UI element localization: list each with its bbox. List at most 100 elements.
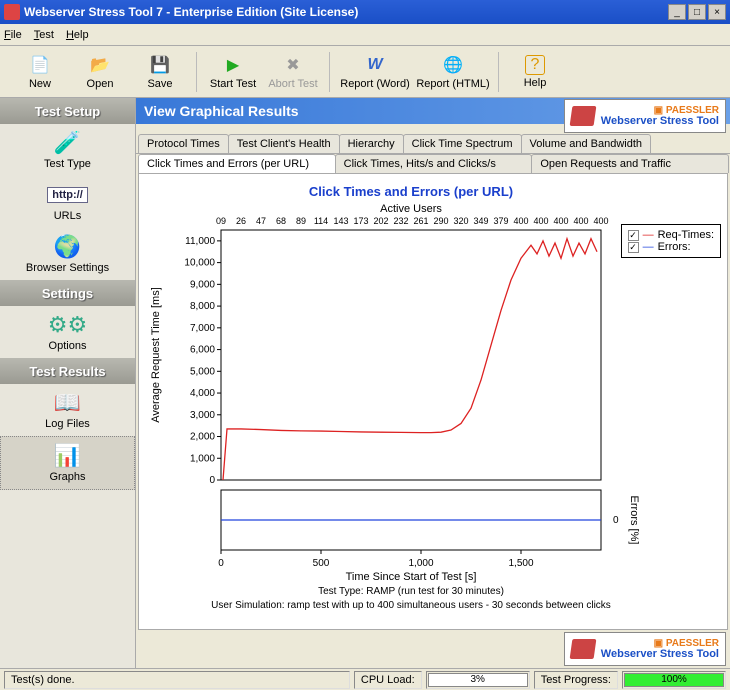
play-icon: ▶ <box>222 54 244 76</box>
legend: ✓—Req-Times: ✓—Errors: <box>621 224 721 258</box>
sidebar-item-browser-settings[interactable]: 🌍 Browser Settings <box>0 228 135 280</box>
report-word-button[interactable]: WReport (Word) <box>336 49 414 95</box>
sidebar-item-graphs[interactable]: 📊 Graphs <box>0 436 135 490</box>
sidebar-header-settings: Settings <box>0 280 135 306</box>
sidebar-item-test-type[interactable]: 🧪 Test Type <box>0 124 135 176</box>
legend-err[interactable]: ✓—Errors: <box>628 241 714 253</box>
svg-text:Average Request Time [ms]: Average Request Time [ms] <box>150 287 162 423</box>
menu-help[interactable]: Help <box>66 29 89 41</box>
new-icon: 📄 <box>29 54 51 76</box>
svg-text:User Simulation: ramp test wit: User Simulation: ramp test with up to 40… <box>211 600 611 611</box>
minimize-button[interactable]: _ <box>668 4 686 20</box>
graphs-icon: 📊 <box>50 441 86 471</box>
menu-file[interactable]: File <box>4 29 22 41</box>
tab-click-times-hits[interactable]: Click Times, Hits/s and Clicks/s <box>335 154 533 173</box>
stop-icon: ✖ <box>282 54 304 76</box>
new-button[interactable]: 📄New <box>10 49 70 95</box>
svg-text:10,000: 10,000 <box>184 258 215 269</box>
cpu-load-bar: 3% <box>426 671 530 689</box>
sidebar: Test Setup 🧪 Test Type http:// URLs 🌍 Br… <box>0 98 136 668</box>
html-icon: 🌐 <box>442 54 464 76</box>
svg-text:2,000: 2,000 <box>190 432 215 443</box>
svg-text:232: 232 <box>393 216 408 226</box>
start-test-button[interactable]: ▶Start Test <box>203 49 263 95</box>
tab-row-1: Protocol Times Test Client's Health Hier… <box>136 134 730 154</box>
svg-text:09: 09 <box>216 216 226 226</box>
svg-text:Click Times and Errors (per UR: Click Times and Errors (per URL) <box>309 184 513 199</box>
tab-volume-bandwidth[interactable]: Volume and Bandwidth <box>521 134 652 153</box>
svg-text:Time Since Start of Test [s]: Time Since Start of Test [s] <box>346 571 477 583</box>
svg-text:290: 290 <box>433 216 448 226</box>
svg-text:7,000: 7,000 <box>190 323 215 334</box>
help-button[interactable]: ?Help <box>505 49 565 95</box>
abort-test-button[interactable]: ✖Abort Test <box>263 49 323 95</box>
tab-open-requests[interactable]: Open Requests and Traffic <box>531 154 729 173</box>
open-button[interactable]: 📂Open <box>70 49 130 95</box>
sidebar-item-options[interactable]: ⚙⚙ Options <box>0 306 135 358</box>
svg-text:320: 320 <box>453 216 468 226</box>
close-button[interactable]: × <box>708 4 726 20</box>
svg-text:3,000: 3,000 <box>190 410 215 421</box>
statusbar: Test(s) done. CPU Load: 3% Test Progress… <box>0 668 730 690</box>
svg-text:Test Type: RAMP (run test for: Test Type: RAMP (run test for 30 minutes… <box>318 586 504 597</box>
sidebar-item-log-files[interactable]: 📖 Log Files <box>0 384 135 436</box>
menu-test[interactable]: Test <box>34 29 54 41</box>
sidebar-item-urls[interactable]: http:// URLs <box>0 176 135 228</box>
tab-test-client-health[interactable]: Test Client's Health <box>228 134 340 153</box>
svg-text:6,000: 6,000 <box>190 345 215 356</box>
urls-icon: http:// <box>50 180 86 210</box>
test-type-icon: 🧪 <box>50 128 86 158</box>
legend-req[interactable]: ✓—Req-Times: <box>628 229 714 241</box>
open-icon: 📂 <box>89 54 111 76</box>
tab-row-2: Click Times and Errors (per URL) Click T… <box>136 154 730 173</box>
svg-text:5,000: 5,000 <box>190 366 215 377</box>
svg-text:1,000: 1,000 <box>190 453 215 464</box>
chart-area: Click Times and Errors (per URL)Active U… <box>138 173 728 630</box>
app-icon <box>4 4 20 20</box>
sidebar-header-results: Test Results <box>0 358 135 384</box>
menubar: File Test Help <box>0 24 730 46</box>
svg-text:47: 47 <box>256 216 266 226</box>
svg-text:202: 202 <box>373 216 388 226</box>
sidebar-header-setup: Test Setup <box>0 98 135 124</box>
svg-text:400: 400 <box>573 216 588 226</box>
brand-top[interactable]: ▣ PAESSLERWebserver Stress Tool <box>564 99 726 133</box>
svg-text:400: 400 <box>513 216 528 226</box>
svg-text:68: 68 <box>276 216 286 226</box>
svg-text:379: 379 <box>493 216 508 226</box>
svg-text:261: 261 <box>413 216 428 226</box>
test-progress-bar: 100% <box>622 671 726 689</box>
report-html-button[interactable]: 🌐Report (HTML) <box>414 49 492 95</box>
svg-text:Errors [%]: Errors [%] <box>628 496 640 545</box>
svg-text:400: 400 <box>553 216 568 226</box>
brand-icon <box>569 106 596 126</box>
svg-text:1,000: 1,000 <box>408 558 433 569</box>
log-icon: 📖 <box>50 388 86 418</box>
brand-bottom[interactable]: ▣ PAESSLERWebserver Stress Tool <box>564 632 726 666</box>
toolbar: 📄New 📂Open 💾Save ▶Start Test ✖Abort Test… <box>0 46 730 98</box>
svg-text:89: 89 <box>296 216 306 226</box>
tab-hierarchy[interactable]: Hierarchy <box>339 134 404 153</box>
brand-icon <box>569 639 596 659</box>
gears-icon: ⚙⚙ <box>50 310 86 340</box>
svg-text:0: 0 <box>209 475 215 486</box>
svg-text:400: 400 <box>593 216 608 226</box>
svg-text:4,000: 4,000 <box>190 388 215 399</box>
svg-text:500: 500 <box>313 558 330 569</box>
titlebar: Webserver Stress Tool 7 - Enterprise Edi… <box>0 0 730 24</box>
maximize-button[interactable]: □ <box>688 4 706 20</box>
svg-text:8,000: 8,000 <box>190 301 215 312</box>
svg-text:26: 26 <box>236 216 246 226</box>
tab-protocol-times[interactable]: Protocol Times <box>138 134 229 153</box>
test-progress-label: Test Progress: <box>534 671 618 689</box>
save-icon: 💾 <box>149 54 171 76</box>
svg-text:11,000: 11,000 <box>185 236 215 247</box>
tab-click-times-errors[interactable]: Click Times and Errors (per URL) <box>138 154 336 173</box>
svg-text:400: 400 <box>533 216 548 226</box>
status-message: Test(s) done. <box>4 671 350 689</box>
svg-text:9,000: 9,000 <box>190 279 215 290</box>
help-icon: ? <box>525 55 545 75</box>
svg-text:114: 114 <box>314 216 328 226</box>
tab-click-time-spectrum[interactable]: Click Time Spectrum <box>403 134 522 153</box>
save-button[interactable]: 💾Save <box>130 49 190 95</box>
